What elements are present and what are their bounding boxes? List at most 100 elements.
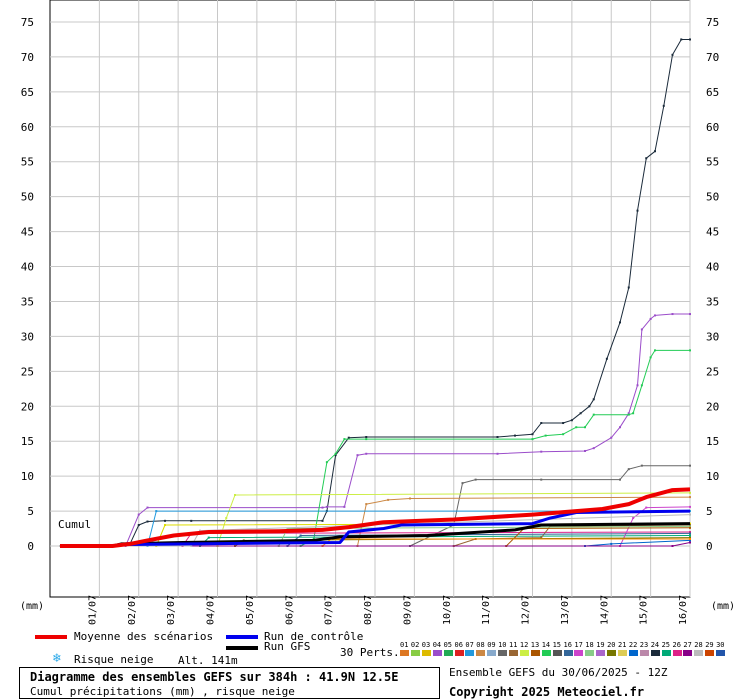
pert-swatch [541, 650, 551, 656]
x-tick-label: 05/07 [245, 595, 256, 625]
pert-number: 06 [454, 641, 463, 649]
series-point [627, 468, 630, 471]
pert-number: 29 [705, 641, 714, 649]
series-point [619, 478, 621, 481]
pert-swatch [628, 650, 638, 656]
pert-swatch [498, 650, 508, 656]
pert-number: 15 [552, 641, 562, 649]
pert-number: 21 [618, 641, 627, 649]
series-point [531, 438, 534, 441]
plot-area [49, 0, 691, 598]
series-point [645, 157, 648, 160]
y-axis-label-right: (mm) [711, 601, 735, 612]
pert-swatch [454, 650, 464, 656]
series-point [689, 525, 691, 528]
series-point [474, 478, 477, 481]
series-point [540, 422, 543, 425]
pert-number: 01 [400, 641, 409, 649]
series-point [689, 505, 691, 508]
pert-number: 11 [509, 641, 518, 649]
y-tick-label-left: 65 [21, 86, 34, 99]
pert-swatch [661, 650, 671, 656]
series-point [146, 506, 149, 509]
series-point [654, 314, 656, 317]
series-point [654, 150, 656, 153]
series-point [365, 503, 368, 506]
y-tick-label-left: 75 [21, 16, 34, 29]
y-tick-label-right: 60 [706, 121, 719, 134]
series-point [514, 434, 516, 437]
series-point [562, 422, 565, 425]
series-point [570, 419, 573, 422]
series-point [325, 505, 328, 508]
pert-number: 08 [476, 641, 485, 649]
pert-swatch [400, 650, 409, 656]
x-tick-label: 12/07 [521, 595, 532, 625]
series-point [584, 426, 586, 429]
y-tick-label-right: 75 [706, 16, 719, 29]
pert-swatch [509, 650, 518, 656]
series-point [619, 321, 621, 324]
cumul-label: Cumul [58, 518, 91, 531]
y-tick-label-right: 10 [706, 470, 719, 483]
series-point [334, 454, 337, 457]
pert-swatch [585, 650, 595, 656]
series-point [347, 436, 350, 439]
x-tick-label: 16/07 [678, 595, 689, 625]
series-point [680, 38, 683, 41]
y-tick-label-right: 50 [706, 191, 719, 204]
pert-number: 03 [421, 641, 431, 649]
y-tick-label-left: 50 [21, 191, 34, 204]
pert-swatch [465, 650, 475, 656]
y-tick-label-right: 55 [706, 156, 719, 169]
series-point [689, 539, 691, 542]
pert-swatch [487, 650, 497, 656]
pert-number: 22 [628, 641, 638, 649]
y-tick-label-left: 70 [21, 51, 34, 64]
series-point [190, 519, 193, 522]
series-point [689, 349, 691, 352]
series-point [689, 496, 691, 499]
series-point [321, 506, 324, 509]
series-point [689, 531, 691, 534]
x-tick-label: 09/07 [402, 595, 413, 625]
y-tick-label-left: 0 [27, 540, 34, 553]
series-point [343, 438, 346, 441]
snow-legend-label: Risque neige [74, 653, 154, 666]
series-point [671, 53, 674, 56]
pert-swatch [618, 650, 627, 656]
series-point [496, 436, 499, 439]
y-tick-label-left: 60 [21, 121, 34, 134]
x-tick-label: 06/07 [284, 595, 295, 625]
pert-number: 17 [574, 641, 583, 649]
series-point [689, 38, 691, 41]
y-tick-label-left: 20 [21, 400, 34, 413]
altitude-label: Alt. 141m [178, 654, 238, 667]
mean-legend-line [35, 635, 67, 639]
y-tick-label-left: 35 [21, 295, 34, 308]
series-point [137, 524, 140, 527]
y-tick-label-right: 70 [706, 51, 719, 64]
series-point [619, 426, 621, 429]
series-point [234, 493, 236, 496]
series-point [540, 536, 543, 539]
series-point [592, 398, 595, 401]
pert-number: 28 [694, 641, 703, 649]
pert-number: 04 [432, 641, 442, 649]
pert-number: 12 [519, 641, 529, 649]
pert-number: 19 [596, 641, 605, 649]
series-point [689, 510, 691, 513]
perts-label: 30 Perts. [340, 646, 400, 659]
x-tick-label: 04/07 [206, 595, 217, 625]
pert-number: 20 [607, 641, 616, 649]
series-point [588, 405, 591, 408]
y-tick-label-left: 25 [21, 365, 34, 378]
pert-number: 30 [716, 641, 725, 649]
series-point [645, 506, 648, 509]
series-point [579, 412, 582, 415]
y-axis-label-left: (mm) [20, 601, 44, 612]
gfs-legend-label: Run GFS [264, 640, 311, 653]
pert-number: 09 [487, 641, 496, 649]
pert-swatch [639, 650, 649, 656]
